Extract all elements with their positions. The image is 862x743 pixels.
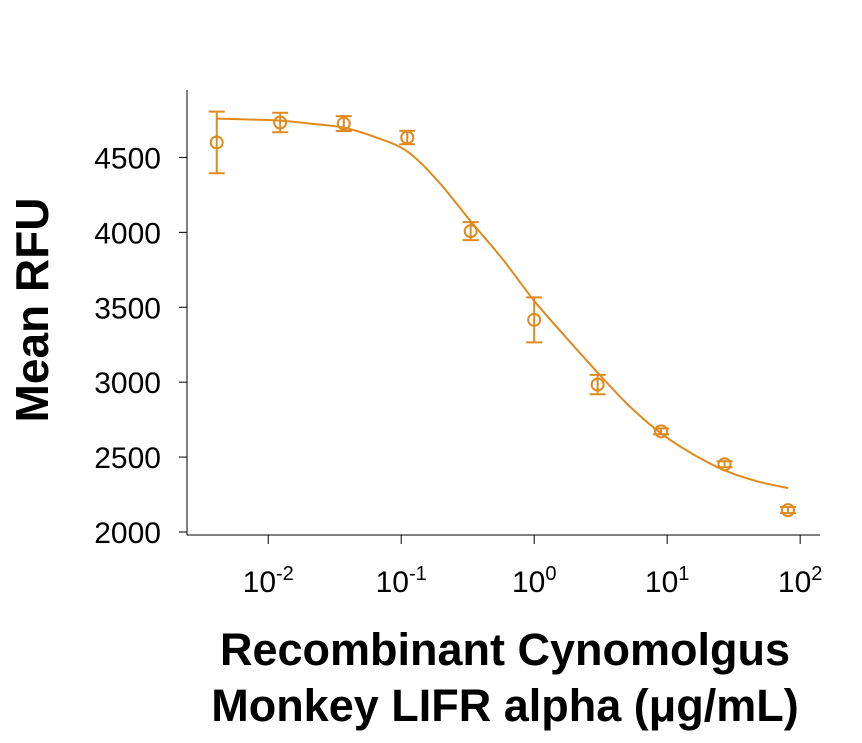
error-bar: [526, 296, 543, 344]
y-axis-label: Mean RFU: [6, 198, 58, 423]
y-tick-label: 4000: [94, 217, 161, 250]
x-tick-base: 10: [512, 566, 545, 599]
x-tick-exponent: -1: [409, 563, 427, 585]
x-tick-label: 101: [645, 563, 690, 599]
data-point: [273, 115, 288, 130]
x-tick-label: 100: [512, 563, 557, 599]
data-point: [336, 116, 351, 131]
error-bar: [208, 110, 225, 175]
x-tick-exponent: 1: [678, 563, 689, 585]
y-tick-label: 3000: [94, 367, 161, 400]
x-tick-base: 10: [376, 566, 409, 599]
data-point: [780, 503, 795, 518]
x-tick-label: 10-2: [243, 563, 294, 599]
data-point: [527, 312, 542, 327]
y-tick-label: 4500: [94, 142, 161, 175]
x-tick-label: 102: [778, 563, 823, 599]
x-tick-base: 10: [778, 566, 811, 599]
x-tick-base: 10: [645, 566, 678, 599]
data-point: [590, 377, 605, 392]
x-tick-base: 10: [243, 566, 276, 599]
y-tick-label: 2000: [94, 517, 161, 550]
data-point: [654, 424, 669, 439]
x-tick-exponent: -2: [276, 563, 294, 585]
x-tick-exponent: 0: [545, 563, 556, 585]
x-tick-label: 10-1: [376, 563, 427, 599]
y-tick-label: 2500: [94, 442, 161, 475]
fit-curve: [216, 117, 789, 490]
data-point: [400, 130, 415, 145]
data-point: [463, 224, 478, 239]
y-tick-label: 3500: [94, 292, 161, 325]
x-tick-exponent: 2: [811, 563, 822, 585]
data-point: [209, 135, 224, 150]
x-axis-label: Recombinant Cynomolgus Monkey LIFR alpha…: [211, 624, 799, 731]
